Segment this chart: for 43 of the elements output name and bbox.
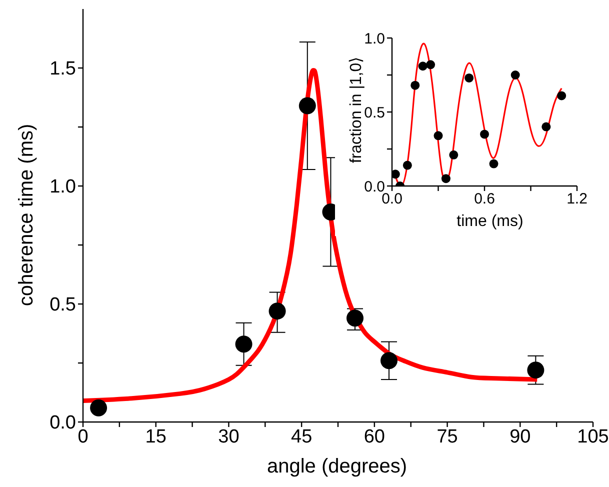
point [410,80,420,90]
y-tick-label: 0.5 [50,294,76,316]
point [434,131,443,140]
y-tick-label: 1.5 [50,58,76,80]
point [557,91,566,100]
x-axis-title: angle (degrees) [266,456,408,478]
x-tick-label: 60 [364,426,385,448]
x-tick-label: 105 [577,426,609,448]
point [402,160,412,170]
x-tick-label: 15 [145,426,166,448]
point [441,174,450,184]
point [480,130,489,139]
x-tick-label: 45 [291,426,312,448]
point [90,399,108,416]
point [542,122,551,132]
y-tick-label: 0.5 [364,104,385,122]
point [346,310,364,327]
point [298,97,316,114]
x-tick-label: 0.6 [474,190,495,208]
point [449,150,458,160]
point [268,302,286,320]
point [418,62,428,71]
y-axis-title: coherence time (ms) [16,124,38,306]
point [380,352,398,370]
x-tick-label: 90 [510,426,531,448]
point [426,60,436,70]
x-tick-label: 75 [436,426,458,448]
point [527,362,544,379]
y-tick-label: 1.0 [364,30,385,48]
point [235,336,252,353]
point [510,70,520,80]
x-tick-label: 0.0 [382,190,402,208]
x-tick-label: 0 [78,426,88,448]
point [489,159,498,168]
point [392,170,400,179]
x-tick-label: 1.2 [566,190,588,208]
y-axis-title: fraction in |1,0⟩ [347,56,365,164]
line-series [392,43,562,186]
x-tick-label: 30 [218,426,240,448]
x-axis-title: time (ms) [456,213,524,231]
y-tick-label: 1.0 [50,176,76,198]
y-tick-label: 0.0 [50,412,76,434]
point [464,73,474,82]
